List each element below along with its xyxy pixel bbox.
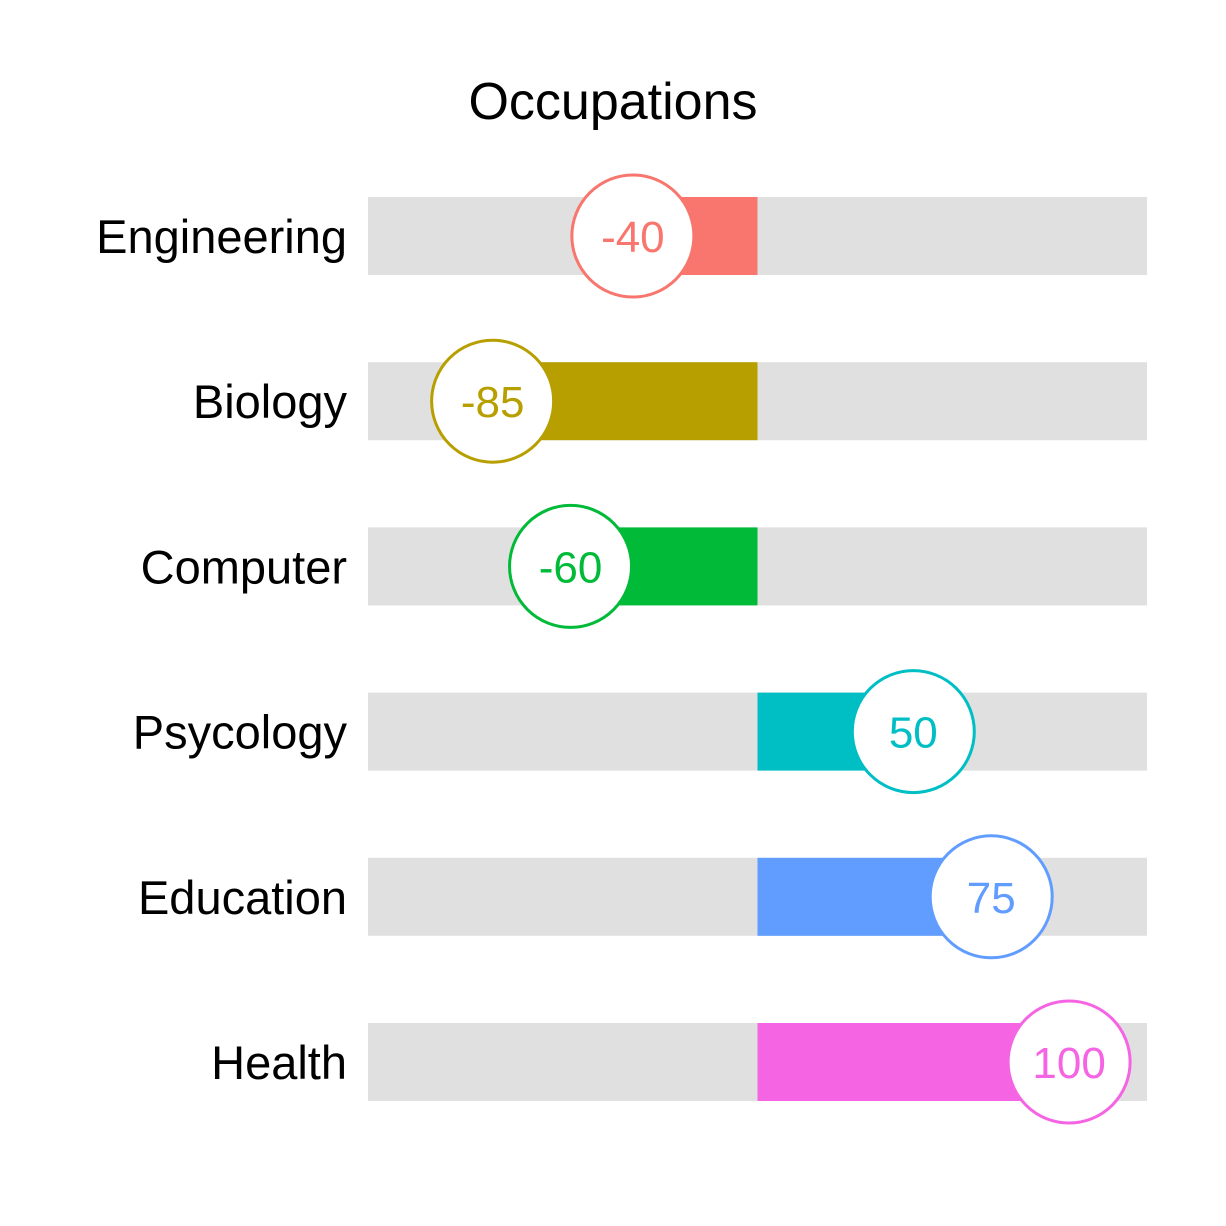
data-label: 50 <box>889 709 938 758</box>
chart-title: Occupations <box>468 73 757 131</box>
data-label: 100 <box>1032 1039 1105 1088</box>
bar-row: -85 Biology <box>193 338 1147 464</box>
bar-row: -40 Engineering <box>96 173 1147 299</box>
value-marker <box>430 338 556 464</box>
bar-row: 75 Education <box>138 834 1147 960</box>
data-label: 75 <box>967 874 1016 923</box>
category-label: Computer <box>141 540 347 593</box>
value-marker <box>928 834 1054 960</box>
bar-row: 100 Health <box>211 999 1147 1125</box>
category-label: Biology <box>193 375 348 428</box>
bar-row: -60 Computer <box>141 503 1147 629</box>
value-marker <box>508 503 634 629</box>
category-label: Psycology <box>133 706 348 759</box>
value-marker <box>1006 999 1132 1125</box>
data-label: -40 <box>601 213 665 262</box>
data-label: -60 <box>539 543 603 592</box>
category-label: Health <box>211 1036 347 1089</box>
category-label: Engineering <box>96 210 347 263</box>
value-marker <box>850 669 976 795</box>
data-label: -85 <box>461 378 525 427</box>
bar-row: 50 Psycology <box>133 669 1147 795</box>
bar-rows: -40 Engineering -85 Biology -60 Computer 50 Psy… <box>96 173 1147 1125</box>
value-marker <box>570 173 696 299</box>
category-label: Education <box>138 871 347 924</box>
